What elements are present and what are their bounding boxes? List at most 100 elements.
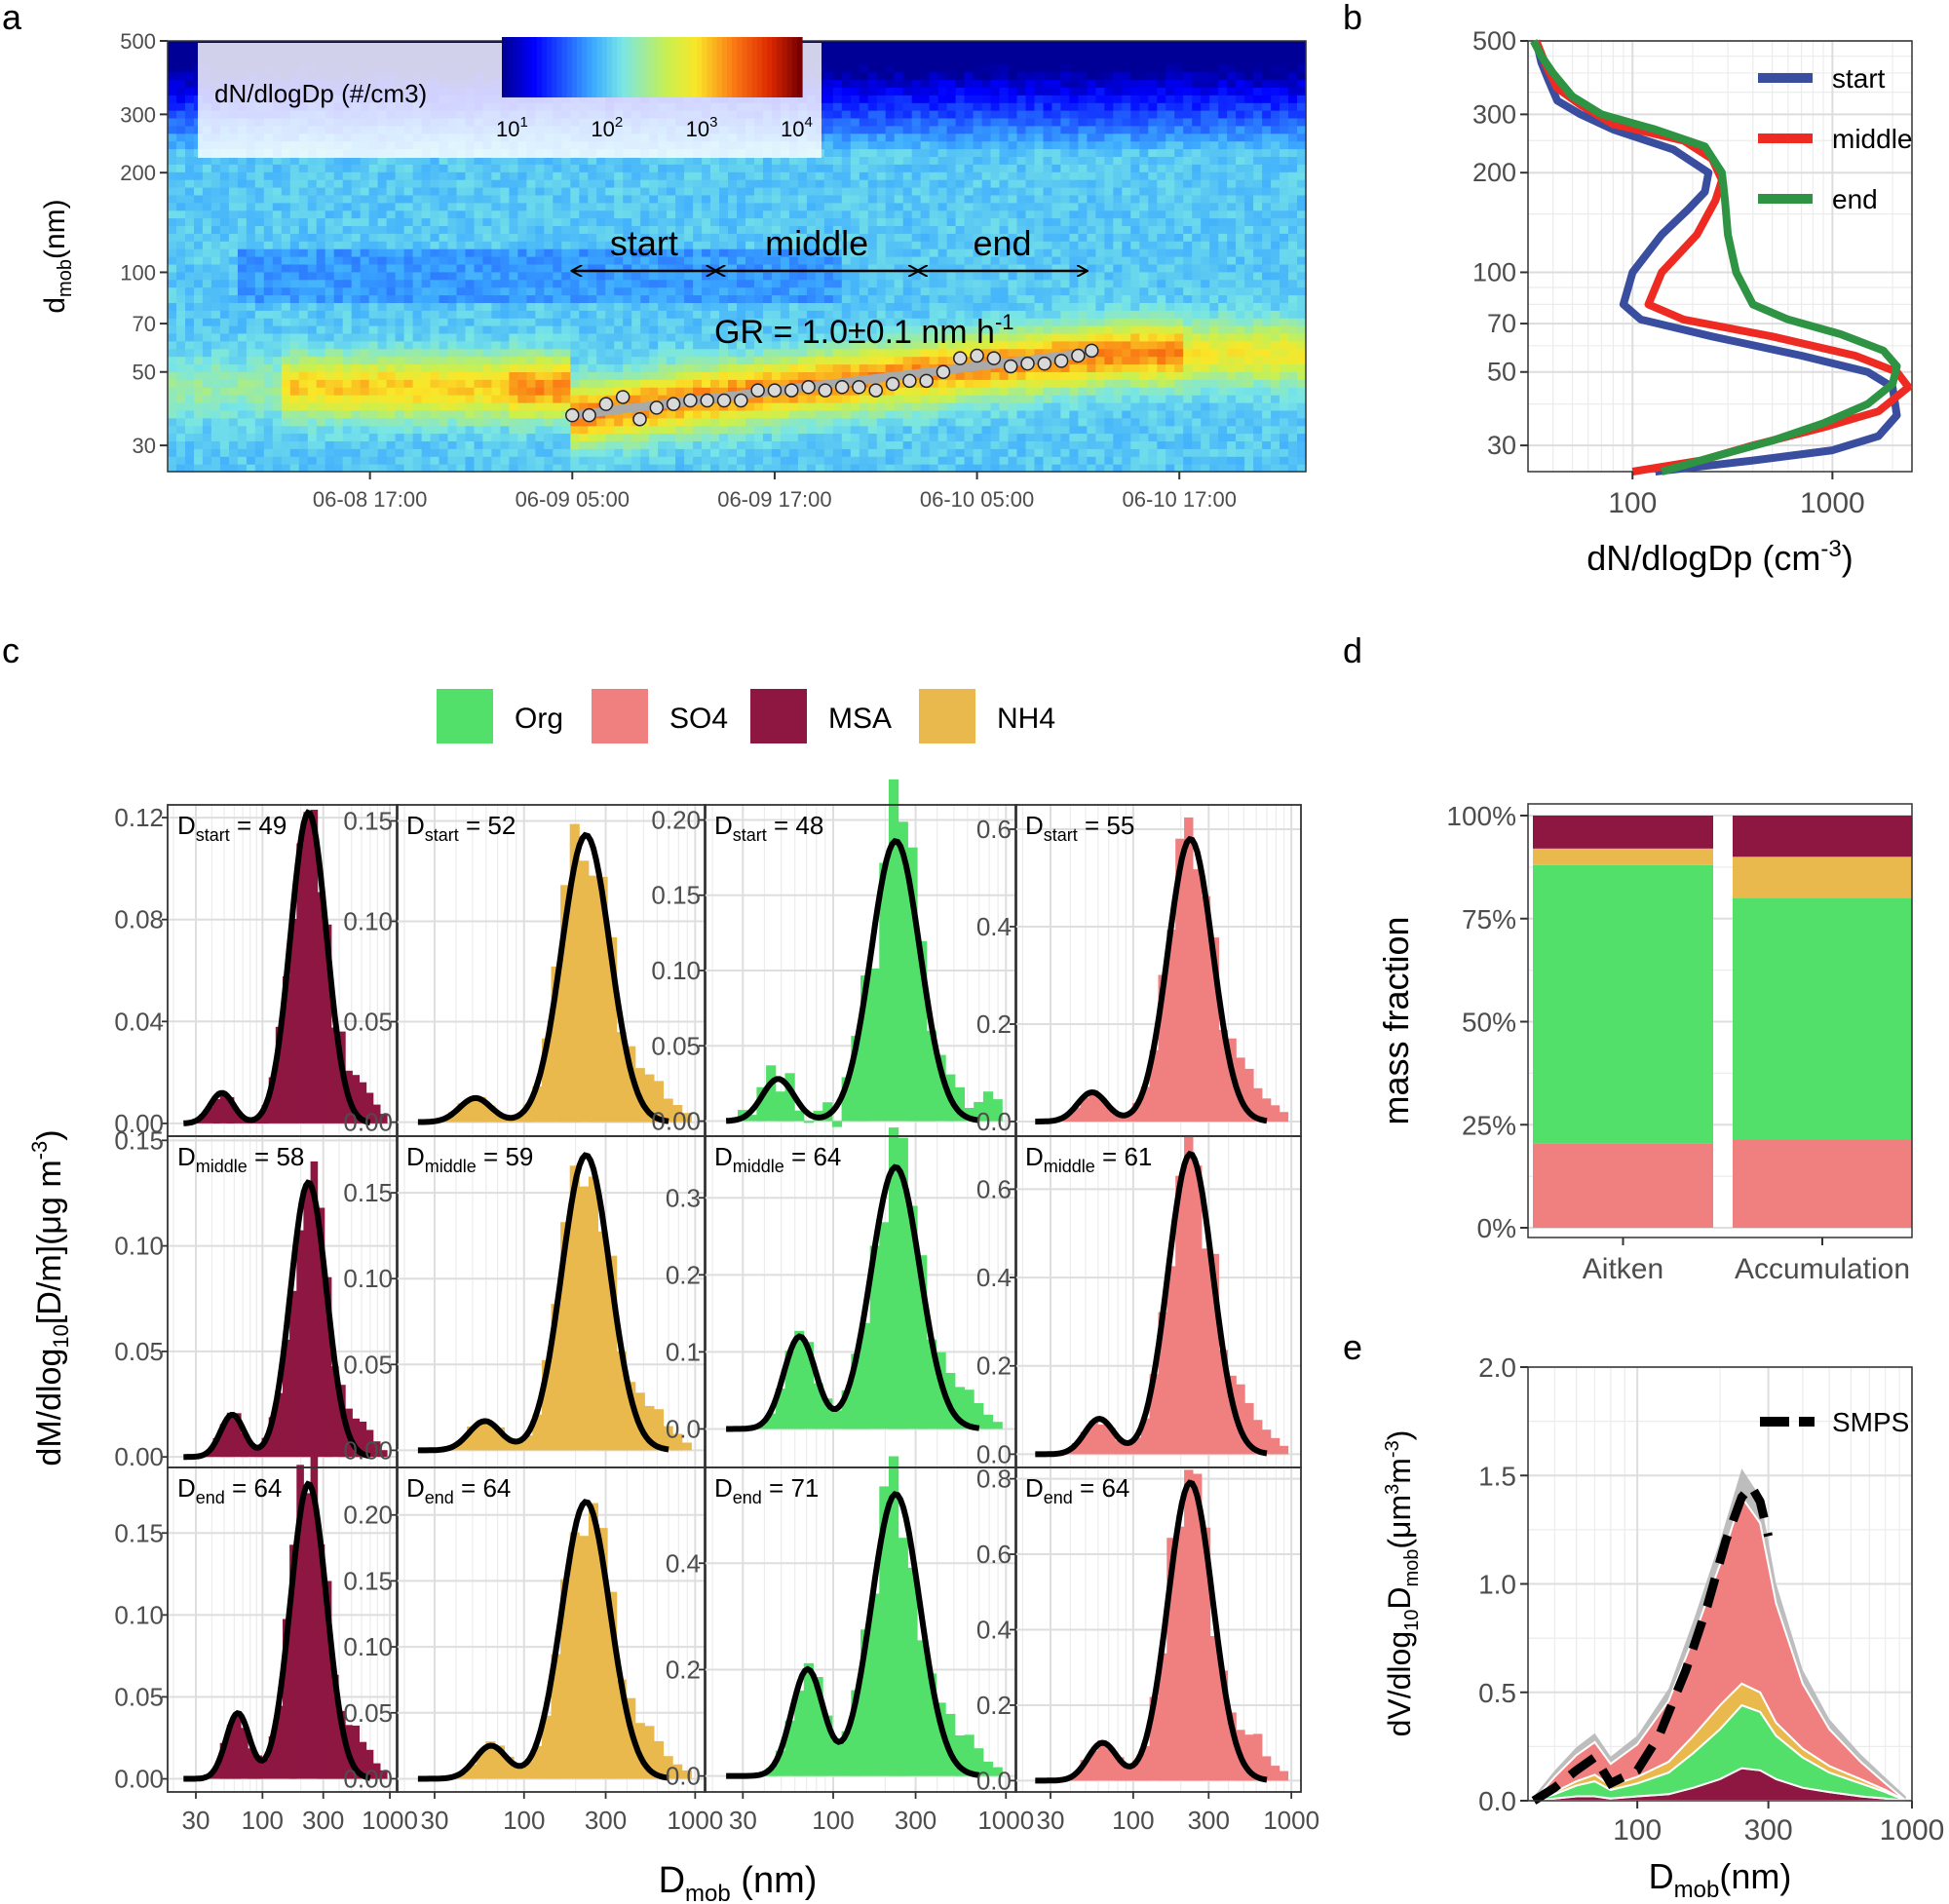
heatmap-cell: [176, 332, 186, 342]
heatmap-cell: [658, 379, 668, 388]
heatmap-cell: [535, 209, 545, 219]
heatmap-cell: [841, 340, 852, 350]
heatmap-cell: [894, 356, 904, 365]
heatmap-cell: [342, 348, 353, 358]
heatmap-cell: [316, 464, 326, 473]
heatmap-cell: [439, 202, 449, 211]
heatmap-cell: [456, 332, 467, 342]
heatmap-cell: [841, 171, 852, 180]
heatmap-cell: [254, 332, 265, 342]
heatmap-cell: [430, 294, 440, 303]
heatmap-cell: [806, 225, 817, 234]
heatmap-cell: [517, 348, 527, 358]
heatmap-cell: [920, 279, 931, 288]
heatmap-cell: [219, 433, 230, 441]
heatmap-cell: [702, 302, 711, 311]
heatmap-cell: [561, 440, 571, 449]
heatmap-cell: [920, 225, 931, 234]
heatmap-cell: [430, 348, 440, 358]
heatmap-cell: [316, 440, 326, 449]
heatmap-cell: [219, 332, 230, 342]
heatmap-cell: [395, 325, 405, 334]
heatmap-cell: [194, 263, 204, 273]
heatmap-cell: [684, 209, 694, 219]
heatmap-cell: [631, 271, 641, 281]
heatmap-cell: [168, 233, 177, 242]
heatmap-cell: [421, 225, 432, 234]
heatmap-cell: [929, 209, 939, 219]
heatmap-cell: [360, 417, 370, 427]
heatmap-cell: [553, 294, 562, 303]
heatmap-cell: [535, 217, 545, 226]
heatmap-cell: [430, 279, 440, 288]
heatmap-cell: [946, 433, 957, 441]
heatmap-cell: [202, 286, 212, 296]
heatmap-cell: [929, 279, 939, 288]
heatmap-cell: [430, 187, 440, 196]
heatmap-cell: [272, 433, 283, 441]
heatmap-cell: [377, 371, 388, 380]
heatmap-cell: [841, 248, 852, 257]
heatmap-cell: [596, 310, 606, 319]
heatmap-cell: [885, 448, 896, 457]
heatmap-cell: [210, 356, 221, 365]
heatmap-cell: [544, 202, 554, 211]
heatmap-cell: [710, 318, 720, 326]
heatmap-cell: [885, 402, 896, 411]
heatmap-cell: [465, 363, 476, 372]
heatmap-cell: [737, 302, 746, 311]
heatmap-cell: [920, 117, 931, 127]
heatmap-cell: [342, 417, 353, 427]
heatmap-cell: [474, 348, 484, 358]
heatmap-cell: [771, 271, 782, 281]
heatmap-cell: [788, 179, 799, 188]
heatmap-cell: [421, 164, 432, 172]
heatmap-cell: [561, 402, 571, 411]
heatmap-cell: [430, 318, 440, 326]
heatmap-cell: [377, 363, 388, 372]
heatmap-cell: [298, 233, 309, 242]
heatmap-cell: [876, 202, 887, 211]
heatmap-cell: [937, 110, 948, 119]
heatmap-cell: [509, 294, 518, 303]
heatmap-cell: [911, 164, 922, 172]
heatmap-cell: [728, 456, 738, 465]
heatmap-cell: [797, 156, 808, 165]
heatmap-cell: [194, 187, 204, 196]
heatmap-cell: [254, 387, 265, 396]
heatmap-cell: [693, 325, 703, 334]
heatmap-cell: [202, 464, 212, 473]
heatmap-cell: [526, 241, 536, 249]
heatmap-cell: [885, 310, 896, 319]
heatmap-cell: [474, 440, 484, 449]
heatmap-cell: [937, 194, 948, 204]
heatmap-cell: [456, 156, 467, 165]
heatmap-cell: [395, 271, 405, 281]
heatmap-cell: [823, 156, 834, 165]
heatmap-cell: [168, 294, 177, 303]
heatmap-cell: [281, 318, 291, 326]
heatmap-cell: [596, 332, 606, 342]
heatmap-cell: [263, 402, 274, 411]
heatmap-cell: [298, 294, 309, 303]
heatmap-cell: [885, 340, 896, 350]
heatmap-cell: [894, 87, 904, 95]
heatmap-cell: [902, 117, 913, 127]
heatmap-cell: [185, 256, 195, 265]
heatmap-cell: [281, 209, 291, 219]
heatmap-cell: [500, 464, 510, 473]
heatmap-cell: [386, 179, 397, 188]
heatmap-cell: [307, 156, 318, 165]
heatmap-cell: [237, 187, 248, 196]
heatmap-cell: [168, 448, 177, 457]
heatmap-cell: [702, 425, 711, 435]
heatmap-cell: [368, 209, 379, 219]
heatmap-cell: [491, 171, 501, 180]
heatmap-cell: [263, 256, 274, 265]
heatmap-cell: [859, 133, 869, 142]
heatmap-cell: [667, 156, 676, 165]
heatmap-cell: [202, 263, 212, 273]
heatmap-cell: [920, 233, 931, 242]
heatmap-cell: [474, 340, 484, 350]
heatmap-cell: [421, 310, 432, 319]
